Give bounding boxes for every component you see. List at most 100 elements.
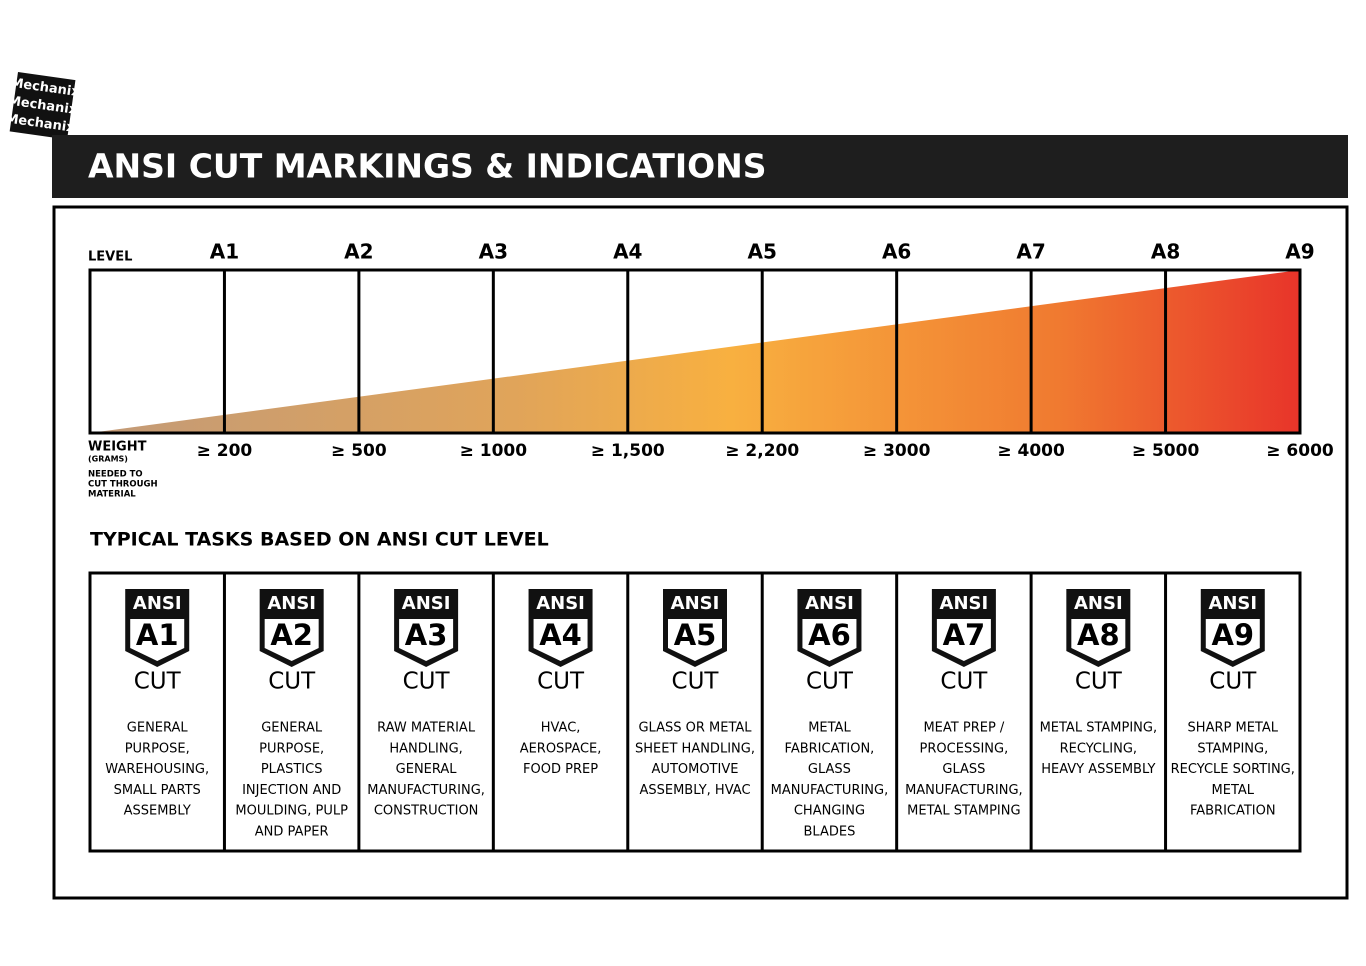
task-line: BLADES [804, 825, 856, 840]
badge-shield-inner [802, 619, 857, 661]
badge-ansi: ANSI [267, 593, 316, 614]
task-line: CHANGING [794, 804, 865, 819]
logo-bg [9, 72, 76, 140]
task-line: PURPOSE, [259, 741, 324, 756]
level-label: A3 [479, 240, 508, 264]
level-label: A1 [210, 240, 239, 264]
weight-note: MATERIAL [88, 490, 136, 500]
badge-ansi: ANSI [402, 593, 451, 614]
scale-box [88, 268, 1302, 435]
badge-shield-inner [936, 619, 991, 661]
task-line: RECYCLING, [1060, 741, 1137, 756]
task-line: CONSTRUCTION [374, 804, 479, 819]
weight-label: WEIGHT [88, 440, 147, 455]
weight-value: ≥ 500 [331, 441, 387, 461]
task-line: GLASS [942, 762, 985, 777]
tasks-title: TYPICAL TASKS BASED ON ANSI CUT LEVEL [90, 529, 549, 551]
weight-note: CUT THROUGH [88, 480, 158, 490]
level-label: A8 [1151, 240, 1180, 264]
badge-cut: CUT [268, 669, 316, 695]
badge-cut: CUT [134, 669, 182, 695]
badge-top [663, 589, 727, 617]
task-line: FABRICATION, [785, 741, 875, 756]
badge-top [1200, 589, 1265, 617]
badge-cut: CUT [1075, 669, 1123, 695]
level-label: A7 [1016, 240, 1045, 264]
badge-shield-inner [533, 619, 588, 661]
task-line: GENERAL [396, 762, 458, 777]
badge-code: A3 [405, 618, 448, 652]
task-line: AUTOMOTIVE [652, 762, 739, 777]
badge-shield-inner [130, 619, 185, 661]
badge-top [394, 589, 459, 617]
badge-shield-inner [668, 619, 722, 661]
level-label: A5 [748, 240, 777, 264]
task-line: METAL STAMPING, [1040, 721, 1158, 736]
badge-code: A2 [270, 618, 313, 652]
gradient-wedge [90, 270, 1300, 433]
task-line: AEROSPACE, [520, 741, 602, 756]
badge-shield-inner [264, 619, 319, 661]
header-title: ANSI CUT MARKINGS & INDICATIONS [88, 147, 767, 186]
task-line: HVAC, [541, 721, 581, 736]
badge-top [797, 589, 862, 617]
task-line: STAMPING, [1197, 741, 1268, 756]
badge-cut: CUT [403, 669, 451, 695]
badge-top [1066, 589, 1131, 617]
badge-code: A8 [1077, 618, 1120, 652]
task-line: INJECTION AND [242, 783, 341, 798]
task-line: METAL [1212, 783, 1255, 798]
weight-value: ≥ 1,500 [591, 441, 665, 461]
badge-ansi: ANSI [805, 593, 854, 614]
task-line: HANDLING, [389, 741, 462, 756]
task-line: GLASS [808, 762, 851, 777]
task-line: METAL [808, 721, 851, 736]
badge-ansi: ANSI [133, 593, 182, 614]
task-line: MEAT PREP / [923, 721, 1004, 736]
task-line: AND PAPER [255, 825, 329, 840]
badge-code: A5 [674, 618, 717, 652]
badge-cut: CUT [537, 669, 585, 695]
weight-unit: (GRAMS) [88, 455, 128, 464]
badge-top [528, 589, 593, 617]
badge-cut: CUT [1209, 669, 1257, 695]
task-line: MANUFACTURING, [367, 783, 485, 798]
task-line: PLASTICS [261, 762, 323, 777]
level-label: A6 [882, 240, 911, 264]
badge-shield-inner [399, 619, 454, 661]
badge-shield-inner [1071, 619, 1126, 661]
badge-cut: CUT [806, 669, 854, 695]
level-label: A4 [613, 240, 642, 264]
task-line: MANUFACTURING, [771, 783, 889, 798]
logo: Mechanix Mechanix Mechanix [5, 72, 81, 140]
badge-top [125, 589, 190, 617]
badge-code: A4 [539, 618, 582, 652]
weight-note: NEEDED TO [88, 470, 143, 480]
badge-ansi: ANSI [671, 593, 720, 614]
task-line: MOULDING, PULP [235, 804, 348, 819]
badge-code: A6 [808, 618, 851, 652]
task-line: RAW MATERIAL [377, 721, 476, 736]
level-label: A2 [344, 240, 373, 264]
task-line: SHARP METAL [1188, 721, 1279, 736]
task-line: FOOD PREP [523, 762, 598, 777]
task-line: ASSEMBLY [124, 804, 191, 819]
frame [52, 205, 1349, 900]
weight-value: ≥ 3000 [863, 441, 931, 461]
level-label: A9 [1285, 240, 1314, 264]
weight-value: ≥ 4000 [997, 441, 1065, 461]
weight-value: ≥ 1000 [460, 441, 528, 461]
badge-ansi: ANSI [1074, 593, 1123, 614]
task-line: SMALL PARTS [114, 783, 201, 798]
task-line: GENERAL [261, 721, 323, 736]
badge-cut: CUT [940, 669, 988, 695]
weight-value: ≥ 2,200 [725, 441, 799, 461]
task-line: ASSEMBLY, HVAC [639, 783, 750, 798]
weight-value: ≥ 200 [197, 441, 253, 461]
task-line: RECYCLE SORTING, [1171, 762, 1295, 777]
badge-top [259, 589, 324, 617]
badge-top [931, 589, 996, 617]
task-line: METAL STAMPING [907, 804, 1020, 819]
task-line: PROCESSING, [920, 741, 1009, 756]
weight-value: ≥ 5000 [1132, 441, 1200, 461]
